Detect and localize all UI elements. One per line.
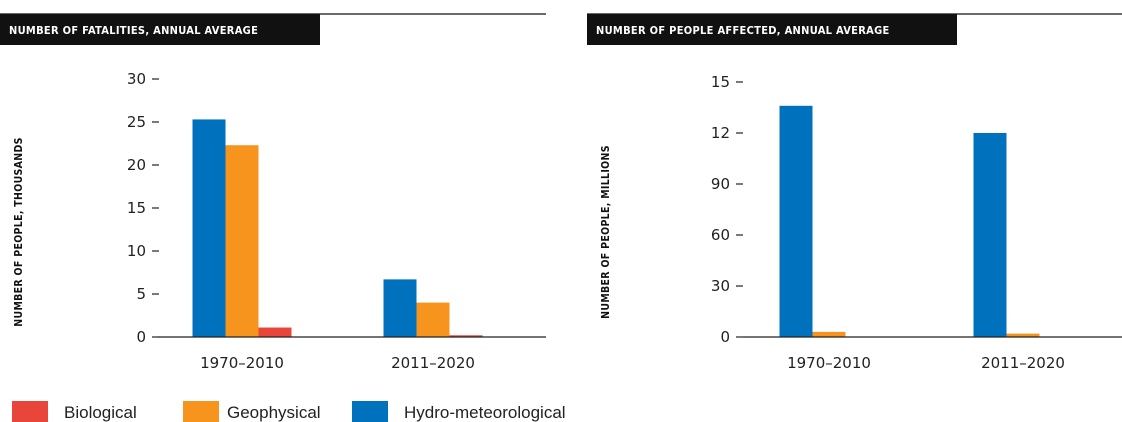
right-y-tick-label: 90 [711, 175, 730, 193]
right-plot-area: 0 30 60 90 12 15 1970–2010 2011–2020 [711, 73, 1122, 372]
right-title-box [587, 14, 957, 45]
right-bar-hydro-meteorological-2 [973, 133, 1007, 337]
legend-label-biological: Biological [64, 403, 137, 422]
legend-label-geophysical: Geophysical [227, 403, 321, 422]
left-y-tick-label: 30 [127, 70, 146, 88]
left-y-tick-label: 15 [127, 199, 146, 217]
left-y-tick-label: 5 [136, 285, 146, 303]
right-x-category-label: 2011–2020 [981, 354, 1065, 372]
right-y-tick-label: 60 [711, 226, 730, 244]
legend-swatch-hydro-meteorological [352, 401, 388, 422]
legend-label-hydro-meteorological: Hydro-meteorological [404, 403, 566, 422]
right-y-tick-label: 15 [711, 73, 730, 91]
left-x-category-label: 2011–2020 [391, 354, 475, 372]
left-y-axis-title: NUMBER OF PEOPLE, THOUSANDS [13, 137, 25, 326]
legend-swatch-biological [12, 401, 48, 422]
right-y-axis-title: NUMBER OF PEOPLE, MILLIONS [600, 145, 612, 319]
left-bar-biological-2 [449, 335, 483, 337]
legend-swatch-geophysical [183, 401, 219, 422]
left-chart-header: NUMBER OF FATALITIES, ANNUAL AVERAGE [0, 13, 546, 45]
left-y-tick-label: 20 [127, 156, 146, 174]
chart-legend: Biological Geophysical Hydro-meteorologi… [12, 401, 566, 422]
left-y-tick-label: 10 [127, 242, 146, 260]
right-y-tick-label: 30 [711, 277, 730, 295]
right-x-category-label: 1970–2010 [787, 354, 871, 372]
left-title-box [0, 14, 320, 45]
left-bar-hydro-meteorological-1 [192, 119, 226, 337]
right-y-tick-label: 0 [720, 328, 730, 346]
right-bar-geophysical-2 [1006, 333, 1040, 337]
right-y-tick-label: 12 [711, 124, 730, 142]
left-x-category-label: 1970–2010 [200, 354, 284, 372]
left-bar-geophysical-2 [416, 302, 450, 337]
left-bar-biological-1 [258, 327, 292, 337]
right-bar-geophysical-1 [812, 331, 846, 337]
right-chart-header: NUMBER OF PEOPLE AFFECTED, ANNUAL AVERAG… [587, 13, 1122, 45]
right-chart-title: NUMBER OF PEOPLE AFFECTED, ANNUAL AVERAG… [596, 24, 890, 37]
left-plot-area: 0 5 10 15 20 25 30 1970–2010 2011–2020 [127, 70, 546, 372]
left-y-tick-label: 25 [127, 113, 146, 131]
right-bar-hydro-meteorological-1 [779, 105, 813, 337]
left-chart-title: NUMBER OF FATALITIES, ANNUAL AVERAGE [9, 24, 258, 37]
left-bar-hydro-meteorological-2 [383, 279, 417, 337]
left-bar-geophysical-1 [225, 145, 259, 337]
left-y-tick-label: 0 [136, 328, 146, 346]
